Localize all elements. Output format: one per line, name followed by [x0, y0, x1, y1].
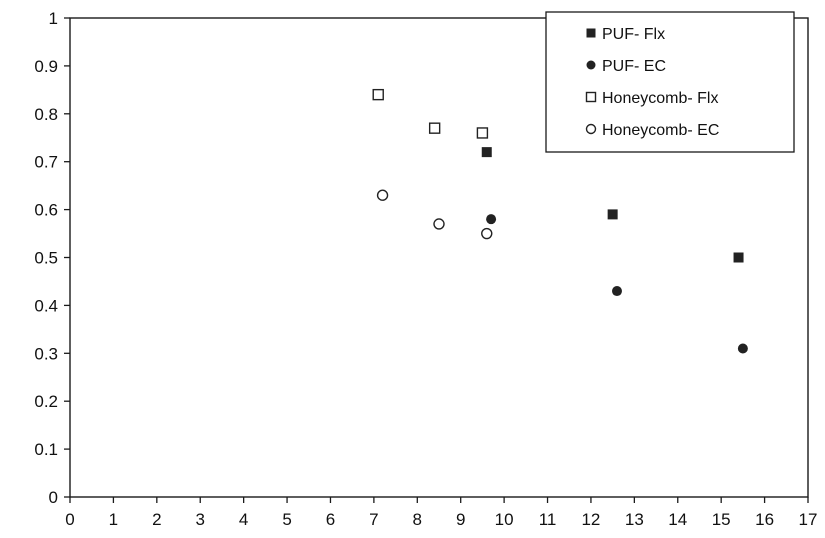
- x-tick-label: 14: [668, 510, 687, 529]
- x-tick-label: 4: [239, 510, 248, 529]
- x-axis: 0 1 2 3 4 5 6 7 8 9 10 11 12 13 14 15 16 17: [65, 497, 817, 529]
- data-point: [376, 189, 389, 201]
- y-tick-label: 0.7: [34, 153, 58, 172]
- legend: PUF- Flx PUF- EC Honeycomb- Flx Honeycomb- …: [545, 11, 795, 153]
- y-tick-label: 0.9: [34, 57, 58, 76]
- legend-label: PUF- EC: [602, 58, 666, 75]
- data-point: [433, 218, 445, 230]
- y-tick-label: 0.4: [34, 296, 58, 315]
- x-tick-label: 12: [581, 510, 600, 529]
- data-point: [611, 286, 622, 297]
- legend-marker: [586, 60, 596, 70]
- legend-label: Honeycomb- EC: [602, 122, 719, 139]
- x-tick-label: 0: [65, 510, 74, 529]
- legend-label: Honeycomb- Flx: [602, 90, 718, 107]
- x-tick-label: 3: [196, 510, 205, 529]
- x-tick-label: 1: [109, 510, 118, 529]
- data-point: [481, 227, 493, 240]
- x-tick-label: 7: [369, 510, 378, 529]
- x-tick-label: 6: [326, 510, 335, 529]
- y-tick-label: 0.6: [34, 201, 58, 220]
- x-tick-label: 13: [625, 510, 644, 529]
- data-point: [486, 214, 497, 225]
- x-tick-label: 16: [755, 510, 774, 529]
- x-tick-label: 2: [152, 510, 161, 529]
- legend-marker: [585, 91, 597, 103]
- x-tick-label: 9: [456, 510, 465, 529]
- y-tick-label: 0.8: [34, 105, 58, 124]
- y-tick-label: 0.5: [34, 249, 58, 268]
- data-point: [607, 209, 618, 220]
- data-points: [372, 88, 748, 354]
- y-tick-label: 0: [49, 488, 58, 507]
- data-point: [428, 122, 441, 134]
- y-axis: 0 0.1 0.2 0.3 0.4 0.5 0.6 0.7 0.8 0.9 1: [34, 9, 70, 507]
- legend-marker: [585, 123, 597, 135]
- x-tick-label: 10: [495, 510, 514, 529]
- x-tick-label: 15: [712, 510, 731, 529]
- legend-marker: [586, 28, 596, 38]
- data-point: [481, 147, 492, 158]
- x-tick-label: 5: [282, 510, 291, 529]
- x-tick-label: 11: [539, 510, 557, 529]
- x-tick-label: 17: [799, 510, 818, 529]
- y-tick-label: 1: [49, 9, 58, 28]
- legend-label: PUF- Flx: [602, 26, 665, 43]
- data-point: [372, 88, 384, 101]
- data-point: [733, 252, 744, 263]
- y-tick-label: 0.2: [34, 392, 58, 411]
- data-point: [476, 127, 489, 139]
- y-tick-label: 0.3: [34, 344, 58, 363]
- y-tick-label: 0.1: [34, 440, 58, 459]
- x-tick-label: 8: [413, 510, 422, 529]
- data-point: [737, 343, 748, 354]
